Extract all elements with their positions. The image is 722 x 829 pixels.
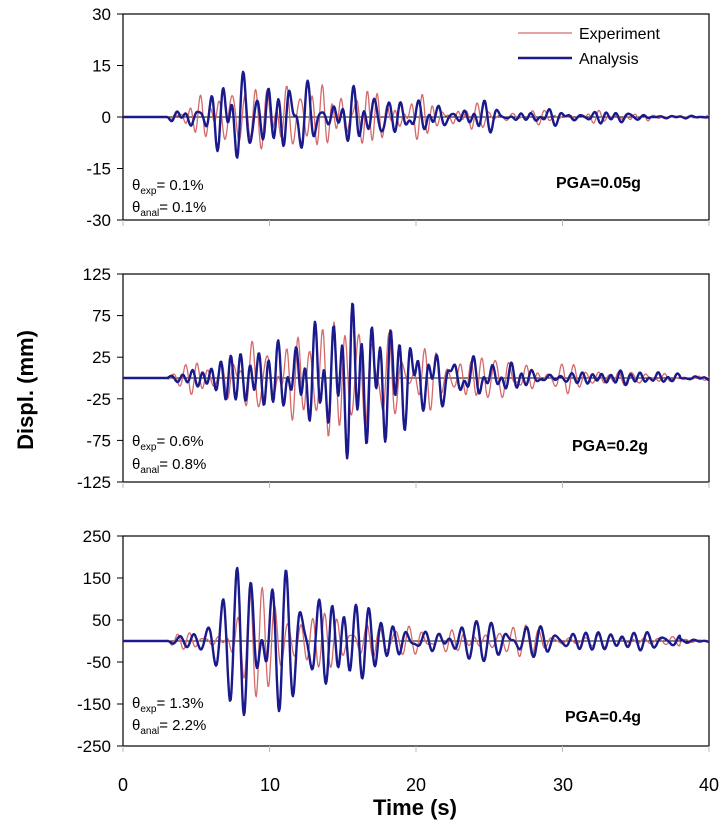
theta-anal: θanal= 0.8% — [132, 456, 206, 476]
series-line-experiment — [123, 321, 710, 437]
theta-anal-sub: anal — [140, 726, 159, 737]
y-tick-label: 0 — [102, 108, 111, 127]
legend: Experiment Analysis — [518, 26, 660, 68]
series-line-analysis — [122, 566, 710, 717]
y-tick-label: -50 — [86, 653, 111, 672]
y-tick-label: -15 — [86, 160, 111, 179]
series-group — [122, 566, 710, 717]
y-tick-label: -150 — [77, 695, 111, 714]
series-group — [122, 302, 710, 460]
series-line-analysis — [122, 70, 710, 159]
theta-anal: θanal= 0.1% — [132, 199, 206, 219]
y-tick-label: -125 — [77, 473, 111, 492]
theta-exp-value: = 0.6% — [156, 433, 203, 450]
theta-anal-value: = 0.1% — [159, 199, 206, 216]
panel-1: 30 15 0 -15 -30 Experiment Analysis PGA=0.05… — [86, 5, 710, 230]
theta-anal-value: = 0.8% — [159, 456, 206, 473]
theta-anal-sub: anal — [140, 208, 159, 219]
y-ticks: 30 15 0 -15 -30 — [86, 5, 710, 230]
theta-exp: θexp= 0.6% — [132, 433, 204, 453]
y-axis-label: Displ. (mm) — [13, 330, 38, 450]
x-tick-label: 40 — [699, 775, 719, 795]
y-tick-label: 50 — [92, 611, 111, 630]
theta-anal: θanal= 2.2% — [132, 717, 206, 737]
legend-analysis-label: Analysis — [579, 51, 639, 68]
x-tick-label: 20 — [406, 775, 426, 795]
theta-anal-sub: anal — [140, 465, 159, 476]
theta-anal-value: = 2.2% — [159, 717, 206, 734]
y-tick-label: 30 — [92, 5, 111, 24]
theta-exp-sub: exp — [140, 186, 157, 197]
x-tick-label: 10 — [260, 775, 280, 795]
y-tick-label: -75 — [86, 431, 111, 450]
theta-exp-value: = 0.1% — [156, 177, 203, 194]
y-ticks: 250 150 50 -50 -150 -250 — [77, 527, 710, 756]
theta-exp-value: = 1.3% — [156, 695, 203, 712]
theta-exp-sub: exp — [140, 442, 157, 453]
theta-exp: θexp= 0.1% — [132, 177, 204, 197]
y-tick-label: 15 — [92, 57, 111, 76]
y-tick-label: -25 — [86, 390, 111, 409]
y-tick-label: 125 — [83, 265, 111, 284]
pga-label: PGA=0.2g — [572, 438, 648, 455]
theta-exp: θexp= 1.3% — [132, 695, 204, 715]
series-line-analysis — [122, 302, 710, 460]
y-tick-label: 25 — [92, 348, 111, 367]
theta-exp-sub: exp — [140, 704, 157, 715]
y-tick-label: 150 — [83, 569, 111, 588]
x-tick-label: 0 — [118, 775, 128, 795]
y-ticks: 125 75 25 -25 -75 -125 — [77, 265, 710, 492]
panel-2: 125 75 25 -25 -75 -125 PGA=0.2g θexp= 0.6% θa… — [77, 265, 710, 492]
pga-label: PGA=0.05g — [556, 175, 641, 192]
y-tick-label: -30 — [86, 211, 111, 230]
pga-label: PGA=0.4g — [565, 709, 641, 726]
y-tick-label: 75 — [92, 307, 111, 326]
y-tick-label: -250 — [77, 737, 111, 756]
y-tick-label: 250 — [83, 527, 111, 546]
legend-experiment-label: Experiment — [579, 26, 660, 43]
series-group — [122, 70, 710, 159]
x-axis-label: Time (s) — [373, 795, 457, 820]
x-tick-label: 30 — [553, 775, 573, 795]
